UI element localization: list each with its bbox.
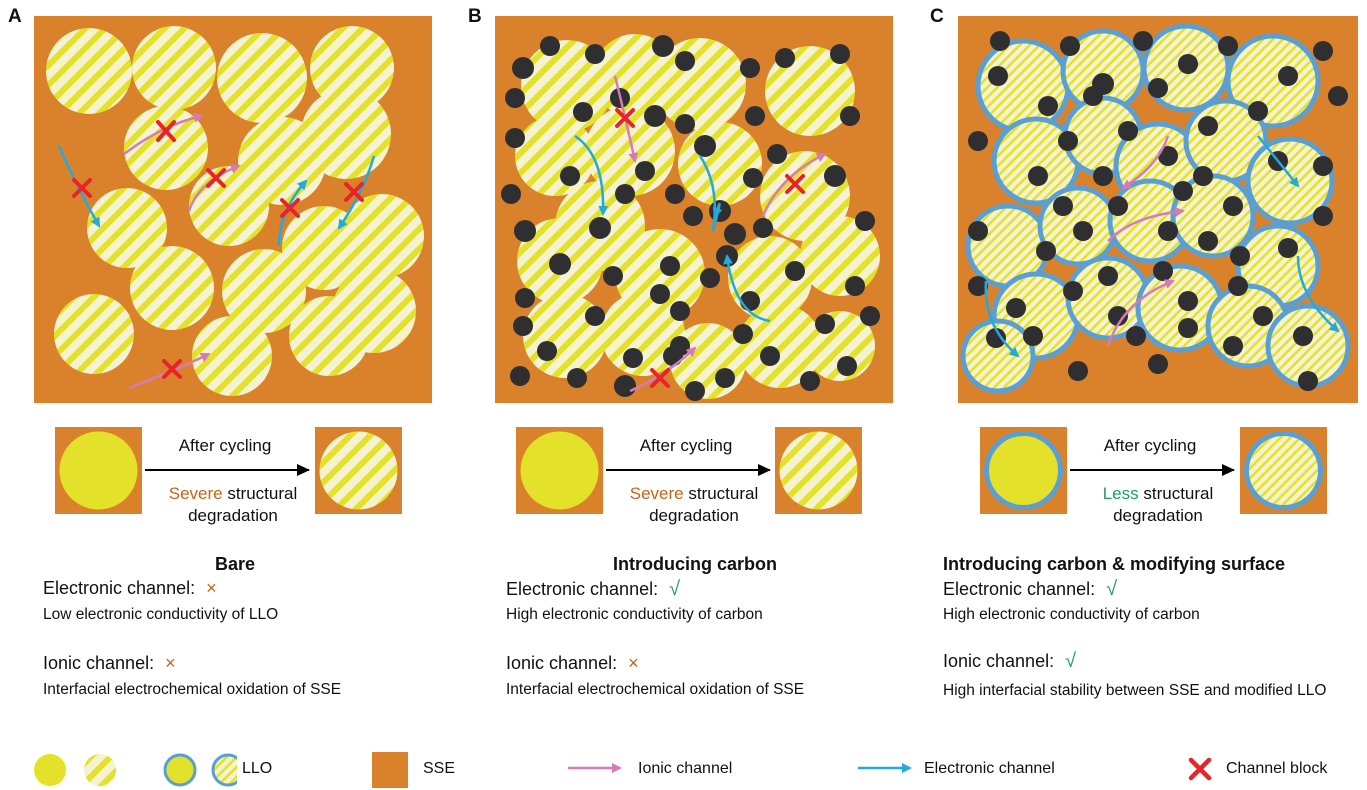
ionic-channel-b: Ionic channel: × — [506, 653, 639, 673]
electronic-desc-c: High electronic conductivity of carbon — [943, 606, 1200, 623]
legend-sse-label: SSE — [423, 760, 456, 777]
legend-llo-label: LLO — [242, 760, 273, 777]
ionic-desc-b: Interfacial electrochemical oxidation of… — [506, 681, 805, 698]
ionic-desc-c: High interfacial stability between SSE a… — [943, 682, 1327, 699]
diagram-carbon — [495, 16, 893, 403]
electronic-channel-a: Electronic channel: × — [43, 578, 217, 598]
legend-sse-swatch — [372, 752, 408, 788]
degradation-a: Severe structural degradation — [168, 484, 298, 525]
degradation-c: Less structural degradation — [1102, 484, 1214, 525]
check-mark: √ — [1065, 650, 1077, 672]
cross-mark: × — [206, 578, 217, 598]
llo-pristine-b — [516, 427, 603, 514]
electronic-channel-c: Electronic channel: √ — [943, 578, 1118, 600]
degradation-b: Severe structural degradation — [629, 484, 759, 525]
after-cycling-b: After cycling — [639, 436, 733, 455]
cross-mark: × — [165, 653, 176, 673]
legend-ionic-label: Ionic channel — [638, 760, 733, 777]
after-cycling-c: After cycling — [1103, 436, 1197, 455]
arrow-b — [606, 464, 771, 476]
panel-label-c: C — [930, 6, 944, 27]
llo-pristine-a — [55, 427, 142, 514]
diagram-carbon-modified — [958, 16, 1358, 403]
llo-cycled-c — [1240, 427, 1327, 514]
check-mark: √ — [1106, 578, 1118, 600]
electronic-channel-b: Electronic channel: √ — [506, 578, 681, 600]
after-cycling-a: After cycling — [178, 436, 272, 455]
diagram-bare — [34, 16, 432, 403]
legend-ionic-arrow — [568, 763, 622, 773]
legend-electronic-label: Electronic channel — [924, 760, 1055, 777]
panel-title-a: Bare — [214, 554, 256, 574]
check-mark: √ — [669, 578, 681, 600]
llo-pristine-c — [980, 427, 1067, 514]
electronic-desc-a: Low electronic conductivity of LLO — [43, 606, 279, 623]
arrow-c — [1070, 464, 1235, 476]
panel-title-c: Introducing carbon & modifying surface — [943, 554, 1286, 574]
panel-title-b: Introducing carbon — [613, 554, 777, 574]
panel-label-b: B — [468, 6, 482, 27]
legend-llo-icons — [34, 753, 237, 787]
ionic-channel-a: Ionic channel: × — [43, 653, 176, 673]
legend-electronic-arrow — [858, 763, 912, 773]
arrow-a — [145, 464, 310, 476]
panel-label-a: A — [8, 6, 22, 27]
cross-mark: × — [628, 653, 639, 673]
electronic-desc-b: High electronic conductivity of carbon — [506, 606, 763, 623]
legend-block-label: Channel block — [1226, 760, 1328, 777]
llo-cycled-b — [775, 427, 862, 514]
ionic-channel-c: Ionic channel: √ — [943, 650, 1077, 672]
llo-cycled-a — [315, 427, 402, 514]
ionic-desc-a: Interfacial electrochemical oxidation of… — [43, 681, 342, 698]
legend-block-icon — [1188, 757, 1212, 781]
